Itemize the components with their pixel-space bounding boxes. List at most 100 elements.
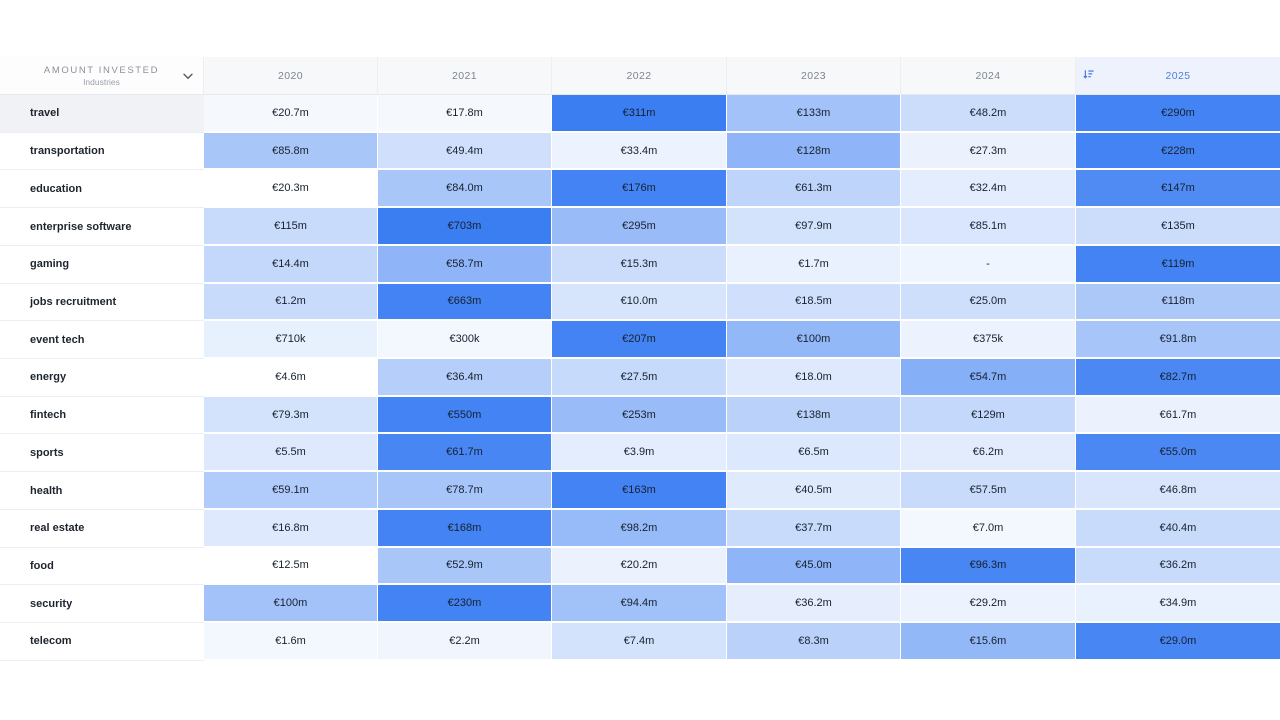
industry-row-label-security[interactable]: security: [0, 585, 204, 624]
heatmap-cell-event-tech-2025[interactable]: €91.8m: [1076, 321, 1280, 360]
heatmap-cell-security-2022[interactable]: €94.4m: [552, 585, 727, 624]
heatmap-cell-food-2021[interactable]: €52.9m: [378, 547, 552, 586]
industry-row-label-education[interactable]: education: [0, 170, 204, 209]
heatmap-cell-event-tech-2023[interactable]: €100m: [727, 321, 901, 360]
heatmap-cell-jobs-recruitment-2022[interactable]: €10.0m: [552, 283, 727, 322]
heatmap-cell-fintech-2022[interactable]: €253m: [552, 396, 727, 435]
column-header-2025[interactable]: 2025: [1076, 57, 1280, 95]
heatmap-cell-gaming-2021[interactable]: €58.7m: [378, 245, 552, 284]
industry-row-label-health[interactable]: health: [0, 472, 204, 510]
heatmap-cell-enterprise-software-2024[interactable]: €85.1m: [901, 208, 1076, 246]
heatmap-cell-security-2025[interactable]: €34.9m: [1076, 585, 1280, 624]
heatmap-cell-transportation-2023[interactable]: €128m: [727, 132, 901, 171]
heatmap-cell-jobs-recruitment-2021[interactable]: €663m: [378, 283, 552, 322]
heatmap-cell-enterprise-software-2025[interactable]: €135m: [1076, 208, 1280, 246]
heatmap-cell-event-tech-2024[interactable]: €375k: [901, 321, 1076, 360]
industry-row-label-sports[interactable]: sports: [0, 434, 204, 473]
heatmap-cell-security-2023[interactable]: €36.2m: [727, 585, 901, 624]
heatmap-cell-telecom-2024[interactable]: €15.6m: [901, 623, 1076, 661]
heatmap-cell-transportation-2022[interactable]: €33.4m: [552, 132, 727, 171]
industry-row-label-telecom[interactable]: telecom: [0, 623, 204, 661]
heatmap-cell-health-2021[interactable]: €78.7m: [378, 472, 552, 510]
heatmap-cell-event-tech-2020[interactable]: €710k: [204, 321, 378, 360]
heatmap-cell-food-2025[interactable]: €36.2m: [1076, 547, 1280, 586]
column-header-2023[interactable]: 2023: [727, 57, 901, 95]
heatmap-cell-health-2020[interactable]: €59.1m: [204, 472, 378, 510]
heatmap-cell-transportation-2024[interactable]: €27.3m: [901, 132, 1076, 171]
heatmap-cell-gaming-2020[interactable]: €14.4m: [204, 245, 378, 284]
heatmap-cell-fintech-2025[interactable]: €61.7m: [1076, 396, 1280, 435]
industry-row-label-travel[interactable]: travel: [0, 95, 204, 133]
heatmap-cell-food-2022[interactable]: €20.2m: [552, 547, 727, 586]
heatmap-cell-transportation-2021[interactable]: €49.4m: [378, 132, 552, 171]
heatmap-cell-education-2023[interactable]: €61.3m: [727, 170, 901, 209]
heatmap-cell-telecom-2021[interactable]: €2.2m: [378, 623, 552, 661]
heatmap-cell-telecom-2023[interactable]: €8.3m: [727, 623, 901, 661]
heatmap-cell-real-estate-2020[interactable]: €16.8m: [204, 509, 378, 548]
heatmap-cell-education-2024[interactable]: €32.4m: [901, 170, 1076, 209]
heatmap-cell-health-2024[interactable]: €57.5m: [901, 472, 1076, 510]
heatmap-cell-real-estate-2023[interactable]: €37.7m: [727, 509, 901, 548]
column-header-2020[interactable]: 2020: [204, 57, 378, 95]
heatmap-cell-gaming-2024[interactable]: -: [901, 245, 1076, 284]
heatmap-cell-health-2022[interactable]: €163m: [552, 472, 727, 510]
heatmap-cell-enterprise-software-2021[interactable]: €703m: [378, 208, 552, 246]
industry-row-label-energy[interactable]: energy: [0, 359, 204, 397]
heatmap-cell-jobs-recruitment-2020[interactable]: €1.2m: [204, 283, 378, 322]
heatmap-cell-travel-2021[interactable]: €17.8m: [378, 95, 552, 133]
column-header-2024[interactable]: 2024: [901, 57, 1076, 95]
heatmap-cell-health-2023[interactable]: €40.5m: [727, 472, 901, 510]
heatmap-cell-event-tech-2021[interactable]: €300k: [378, 321, 552, 360]
heatmap-cell-sports-2025[interactable]: €55.0m: [1076, 434, 1280, 473]
heatmap-cell-energy-2022[interactable]: €27.5m: [552, 359, 727, 397]
heatmap-cell-gaming-2025[interactable]: €119m: [1076, 245, 1280, 284]
heatmap-cell-education-2025[interactable]: €147m: [1076, 170, 1280, 209]
heatmap-cell-jobs-recruitment-2024[interactable]: €25.0m: [901, 283, 1076, 322]
heatmap-cell-fintech-2021[interactable]: €550m: [378, 396, 552, 435]
heatmap-cell-energy-2020[interactable]: €4.6m: [204, 359, 378, 397]
heatmap-cell-sports-2024[interactable]: €6.2m: [901, 434, 1076, 473]
heatmap-cell-health-2025[interactable]: €46.8m: [1076, 472, 1280, 510]
heatmap-cell-real-estate-2022[interactable]: €98.2m: [552, 509, 727, 548]
heatmap-cell-gaming-2022[interactable]: €15.3m: [552, 245, 727, 284]
industry-row-label-gaming[interactable]: gaming: [0, 245, 204, 284]
column-header-2022[interactable]: 2022: [552, 57, 727, 95]
heatmap-cell-jobs-recruitment-2023[interactable]: €18.5m: [727, 283, 901, 322]
heatmap-cell-travel-2024[interactable]: €48.2m: [901, 95, 1076, 133]
heatmap-cell-food-2023[interactable]: €45.0m: [727, 547, 901, 586]
heatmap-cell-telecom-2022[interactable]: €7.4m: [552, 623, 727, 661]
heatmap-cell-travel-2020[interactable]: €20.7m: [204, 95, 378, 133]
industry-row-label-real-estate[interactable]: real estate: [0, 509, 204, 548]
heatmap-cell-security-2024[interactable]: €29.2m: [901, 585, 1076, 624]
industry-row-label-fintech[interactable]: fintech: [0, 396, 204, 435]
heatmap-cell-energy-2024[interactable]: €54.7m: [901, 359, 1076, 397]
industry-row-label-transportation[interactable]: transportation: [0, 132, 204, 171]
heatmap-cell-education-2021[interactable]: €84.0m: [378, 170, 552, 209]
heatmap-cell-food-2024[interactable]: €96.3m: [901, 547, 1076, 586]
heatmap-cell-security-2021[interactable]: €230m: [378, 585, 552, 624]
heatmap-cell-fintech-2023[interactable]: €138m: [727, 396, 901, 435]
column-header-2021[interactable]: 2021: [378, 57, 552, 95]
heatmap-cell-transportation-2025[interactable]: €228m: [1076, 132, 1280, 171]
heatmap-cell-energy-2025[interactable]: €82.7m: [1076, 359, 1280, 397]
heatmap-cell-sports-2023[interactable]: €6.5m: [727, 434, 901, 473]
heatmap-cell-enterprise-software-2023[interactable]: €97.9m: [727, 208, 901, 246]
heatmap-cell-sports-2022[interactable]: €3.9m: [552, 434, 727, 473]
heatmap-cell-real-estate-2024[interactable]: €7.0m: [901, 509, 1076, 548]
heatmap-cell-sports-2021[interactable]: €61.7m: [378, 434, 552, 473]
heatmap-cell-real-estate-2021[interactable]: €168m: [378, 509, 552, 548]
heatmap-cell-gaming-2023[interactable]: €1.7m: [727, 245, 901, 284]
heatmap-cell-telecom-2020[interactable]: €1.6m: [204, 623, 378, 661]
heatmap-cell-travel-2022[interactable]: €311m: [552, 95, 727, 133]
heatmap-cell-event-tech-2022[interactable]: €207m: [552, 321, 727, 360]
heatmap-cell-enterprise-software-2022[interactable]: €295m: [552, 208, 727, 246]
heatmap-cell-enterprise-software-2020[interactable]: €115m: [204, 208, 378, 246]
heatmap-cell-transportation-2020[interactable]: €85.8m: [204, 132, 378, 171]
heatmap-cell-food-2020[interactable]: €12.5m: [204, 547, 378, 586]
heatmap-cell-education-2020[interactable]: €20.3m: [204, 170, 378, 209]
heatmap-cell-energy-2021[interactable]: €36.4m: [378, 359, 552, 397]
heatmap-cell-travel-2023[interactable]: €133m: [727, 95, 901, 133]
heatmap-cell-jobs-recruitment-2025[interactable]: €118m: [1076, 283, 1280, 322]
heatmap-cell-energy-2023[interactable]: €18.0m: [727, 359, 901, 397]
heatmap-cell-education-2022[interactable]: €176m: [552, 170, 727, 209]
